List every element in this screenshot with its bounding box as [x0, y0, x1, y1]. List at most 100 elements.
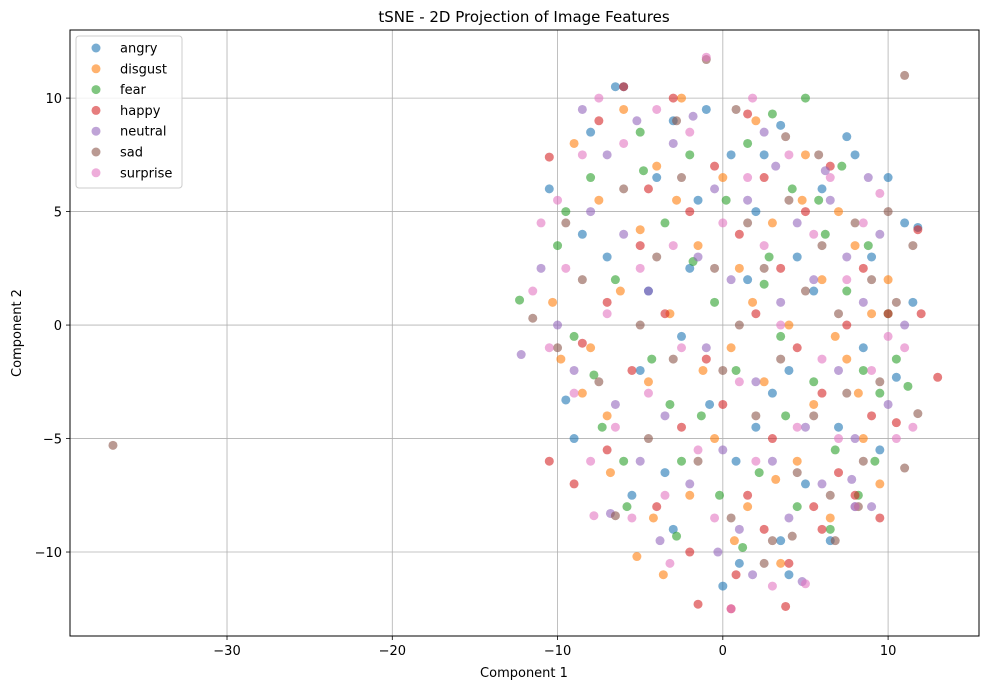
scatter-point-surprise	[792, 422, 802, 432]
scatter-point-happy	[781, 601, 791, 611]
legend-label-neutral: neutral	[120, 125, 167, 140]
scatter-point-happy	[759, 524, 769, 534]
scatter-point-disgust	[792, 456, 802, 466]
scatter-point-sad	[767, 536, 777, 546]
scatter-point-surprise	[784, 150, 794, 160]
scatter-point-neutral	[685, 479, 695, 489]
scatter-point-disgust	[743, 502, 753, 512]
scatter-point-fear	[759, 279, 769, 289]
scatter-point-angry	[834, 422, 844, 432]
scatter-point-surprise	[710, 513, 720, 523]
scatter-point-fear	[870, 456, 880, 466]
scatter-point-angry	[561, 395, 571, 405]
scatter-point-neutral	[748, 570, 758, 580]
scatter-point-happy	[784, 558, 794, 568]
scatter-point-sad	[743, 218, 753, 228]
scatter-point-fear	[610, 275, 620, 285]
y-tick-label: 5	[54, 206, 62, 221]
scatter-point-surprise	[553, 195, 563, 205]
legend: angry disgust fear happy neutral sad surprise	[75, 35, 183, 189]
scatter-point-happy	[734, 229, 744, 239]
scatter-point-neutral	[883, 399, 893, 409]
x-tick-label: 0	[719, 644, 727, 659]
scatter-point-angry	[718, 581, 728, 591]
scatter-point-disgust	[825, 513, 835, 523]
data-points	[108, 52, 943, 614]
scatter-point-neutral	[759, 127, 769, 137]
legend-label-disgust: disgust	[120, 62, 167, 77]
scatter-point-sad	[842, 388, 852, 398]
scatter-point-sad	[108, 440, 118, 450]
scatter-point-disgust	[556, 354, 566, 364]
scatter-point-surprise	[759, 241, 769, 251]
scatter-point-disgust	[632, 552, 642, 562]
scatter-point-disgust	[594, 195, 604, 205]
scatter-point-neutral	[771, 161, 781, 171]
scatter-point-disgust	[759, 377, 769, 387]
scatter-point-disgust	[577, 388, 587, 398]
scatter-point-disgust	[776, 558, 786, 568]
plot-frame	[69, 29, 980, 637]
scatter-point-neutral	[577, 104, 587, 114]
scatter-point-disgust	[853, 388, 863, 398]
scatter-point-fear	[837, 161, 847, 171]
scatter-point-neutral	[635, 456, 645, 466]
scatter-point-sad	[792, 468, 802, 478]
scatter-point-surprise	[652, 104, 662, 114]
scatter-point-disgust	[698, 365, 708, 375]
scatter-point-fear	[561, 207, 571, 217]
scatter-point-angry	[751, 422, 761, 432]
scatter-point-neutral	[655, 536, 665, 546]
scatter-point-angry	[569, 434, 579, 444]
scatter-point-disgust	[850, 241, 860, 251]
scatter-point-disgust	[883, 275, 893, 285]
scatter-point-happy	[668, 93, 678, 103]
scatter-point-happy	[883, 309, 893, 319]
scatter-point-disgust	[797, 195, 807, 205]
scatter-point-disgust	[771, 474, 781, 484]
scatter-point-surprise	[561, 263, 571, 273]
scatter-point-surprise	[776, 320, 786, 330]
scatter-point-happy	[809, 502, 819, 512]
scatter-point-surprise	[701, 52, 711, 62]
scatter-point-neutral	[516, 350, 526, 360]
scatter-point-neutral	[610, 399, 620, 409]
scatter-point-surprise	[809, 229, 819, 239]
scatter-point-neutral	[688, 111, 698, 121]
scatter-point-angry	[784, 365, 794, 375]
scatter-point-sad	[643, 434, 653, 444]
scatter-point-sad	[850, 218, 860, 228]
scatter-point-disgust	[729, 536, 739, 546]
scatter-point-angry	[705, 399, 715, 409]
scatter-point-angry	[817, 184, 827, 194]
scatter-point-fear	[665, 399, 675, 409]
scatter-point-disgust	[718, 173, 728, 183]
scatter-point-surprise	[883, 331, 893, 341]
scatter-point-sad	[693, 456, 703, 466]
scatter-point-angry	[701, 104, 711, 114]
scatter-point-surprise	[610, 422, 620, 432]
scatter-point-angry	[842, 132, 852, 142]
scatter-point-sad	[668, 354, 678, 364]
scatter-point-fear	[767, 109, 777, 119]
scatter-point-surprise	[528, 286, 538, 296]
scatter-point-happy	[743, 490, 753, 500]
scatter-point-fear	[721, 195, 731, 205]
scatter-point-angry	[776, 120, 786, 130]
scatter-point-sad	[672, 116, 682, 126]
scatter-point-neutral	[867, 502, 877, 512]
scatter-point-fear	[903, 381, 913, 391]
scatter-point-angry	[743, 275, 753, 285]
scatter-point-angry	[544, 184, 554, 194]
scatter-point-happy	[635, 241, 645, 251]
scatter-point-surprise	[891, 434, 901, 444]
scatter-point-disgust	[817, 275, 827, 285]
scatter-point-surprise	[536, 218, 546, 228]
legend-label-fear: fear	[120, 83, 147, 98]
scatter-point-neutral	[713, 547, 723, 557]
scatter-point-angry	[759, 150, 769, 160]
scatter-point-neutral	[817, 479, 827, 489]
scatter-point-surprise	[726, 604, 736, 614]
scatter-point-neutral	[602, 150, 612, 160]
scatter-point-surprise	[734, 377, 744, 387]
